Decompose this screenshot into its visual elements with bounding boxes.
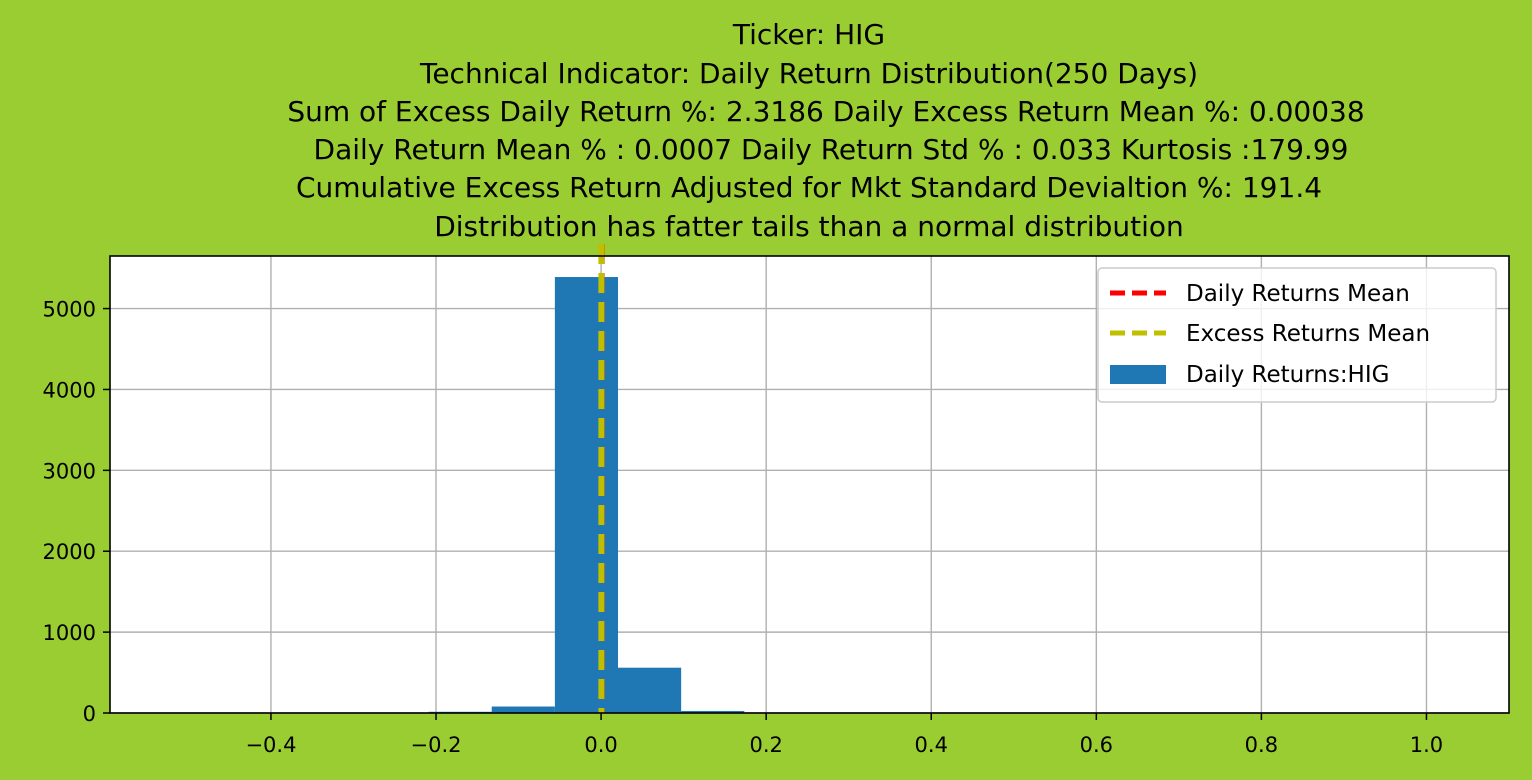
x-axis-ticks: −0.4 −0.2 0.0 0.2 0.4 0.6 0.8 1.0 xyxy=(245,713,1443,757)
title-line-6: Distribution has fatter tails than a nor… xyxy=(434,210,1184,243)
plot-frame xyxy=(109,255,1510,714)
legend-label-daily-returns-mean: Daily Returns Mean xyxy=(1186,281,1410,307)
histogram-bar xyxy=(491,706,555,713)
histogram-bar xyxy=(554,277,619,713)
title-line-5: Cumulative Excess Return Adjusted for Mk… xyxy=(296,171,1322,204)
histogram-bar xyxy=(618,667,682,713)
x-tick-label: 0.8 xyxy=(1245,733,1278,757)
legend-frame xyxy=(1097,267,1497,403)
legend-label-excess-returns-mean: Excess Returns Mean xyxy=(1186,321,1430,347)
chart-title: Ticker: HIG Technical Indicator: Daily R… xyxy=(287,18,1364,243)
title-line-2: Technical Indicator: Daily Return Distri… xyxy=(419,57,1198,90)
x-tick-label: −0.2 xyxy=(411,733,462,757)
x-tick-label: 0.0 xyxy=(584,733,617,757)
x-tick-label: 0.2 xyxy=(749,733,782,757)
x-tick-label: 0.6 xyxy=(1080,733,1113,757)
x-tick-label: 1.0 xyxy=(1410,733,1443,757)
y-tick-label: 1000 xyxy=(43,621,96,645)
histogram-bar xyxy=(681,710,745,713)
title-line-3: Sum of Excess Daily Return %: 2.3186 Dai… xyxy=(287,95,1364,128)
y-tick-label: 5000 xyxy=(43,298,96,322)
legend: Daily Returns Mean Excess Returns Mean D… xyxy=(1097,267,1497,403)
x-tick-label: 0.4 xyxy=(915,733,948,757)
legend-label-daily-returns: Daily Returns:HIG xyxy=(1186,362,1389,388)
title-line-1: Ticker: HIG xyxy=(732,18,885,51)
y-axis-ticks: 0 1000 2000 3000 4000 5000 xyxy=(43,298,110,726)
y-tick-label: 3000 xyxy=(43,459,96,483)
y-tick-label: 4000 xyxy=(43,378,96,402)
y-tick-label: 2000 xyxy=(43,540,96,564)
x-tick-label: −0.4 xyxy=(245,733,296,757)
y-tick-label: 0 xyxy=(83,702,96,726)
legend-swatch-daily-returns xyxy=(1110,365,1166,384)
title-line-4: Daily Return Mean % : 0.0007 Daily Retur… xyxy=(314,133,1349,166)
